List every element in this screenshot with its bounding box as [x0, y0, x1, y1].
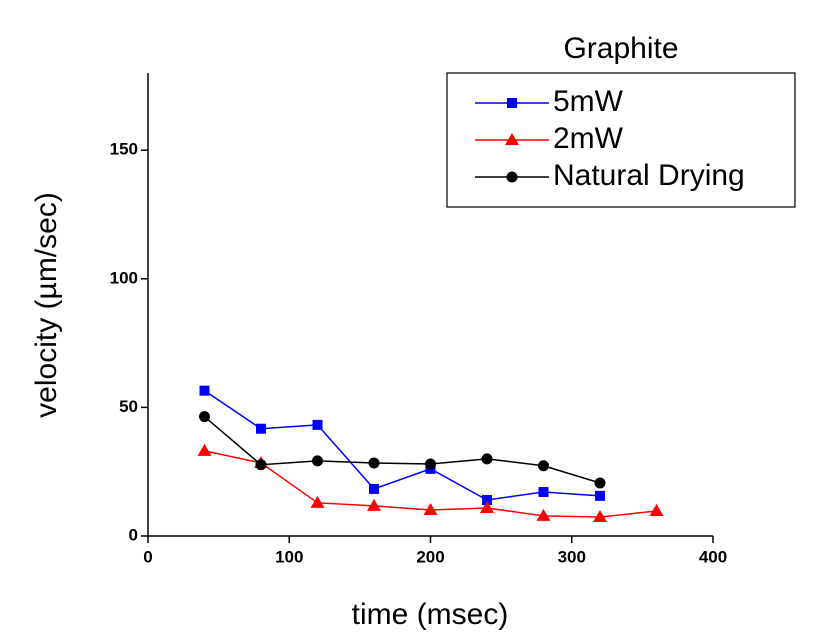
- marker: [197, 443, 212, 456]
- marker: [595, 490, 605, 501]
- marker: [536, 508, 551, 521]
- marker: [310, 495, 325, 508]
- x-tick-label: 400: [699, 547, 727, 566]
- marker: [482, 494, 492, 505]
- marker: [369, 483, 379, 494]
- marker: [507, 98, 517, 108]
- y-tick-label: 150: [110, 140, 138, 159]
- marker: [368, 457, 380, 469]
- marker: [367, 498, 381, 511]
- marker: [423, 503, 438, 516]
- y-tick-label: 100: [110, 268, 138, 287]
- marker: [538, 487, 549, 498]
- marker: [481, 453, 493, 465]
- legend-title: Graphite: [563, 32, 678, 65]
- x-tick-label: 0: [143, 547, 152, 566]
- marker: [425, 458, 436, 470]
- legend-label: 2mW: [553, 122, 624, 155]
- marker: [505, 133, 519, 145]
- legend-label: 5mW: [553, 85, 624, 118]
- y-tick-label: 50: [119, 397, 138, 416]
- y-tick-label: 0: [129, 525, 138, 544]
- marker: [480, 500, 494, 513]
- legend-box: [446, 72, 796, 208]
- marker: [312, 455, 323, 467]
- legend-label: Natural Drying: [553, 159, 745, 192]
- marker: [593, 509, 607, 522]
- marker: [256, 423, 266, 434]
- series-line: [204, 416, 601, 484]
- x-tick-label: 100: [275, 547, 303, 566]
- marker: [538, 460, 549, 472]
- y-axis-title: velocity (µm/sec): [30, 192, 63, 418]
- marker: [199, 411, 210, 423]
- x-tick-label: 200: [416, 547, 444, 566]
- series-line: [204, 390, 601, 501]
- marker: [649, 504, 664, 517]
- marker: [312, 419, 323, 430]
- x-tick-label: 300: [558, 547, 586, 566]
- marker: [255, 459, 267, 471]
- x-axis-title: time (msec): [352, 598, 509, 631]
- marker: [594, 477, 606, 489]
- marker: [199, 385, 210, 396]
- marker: [506, 171, 518, 183]
